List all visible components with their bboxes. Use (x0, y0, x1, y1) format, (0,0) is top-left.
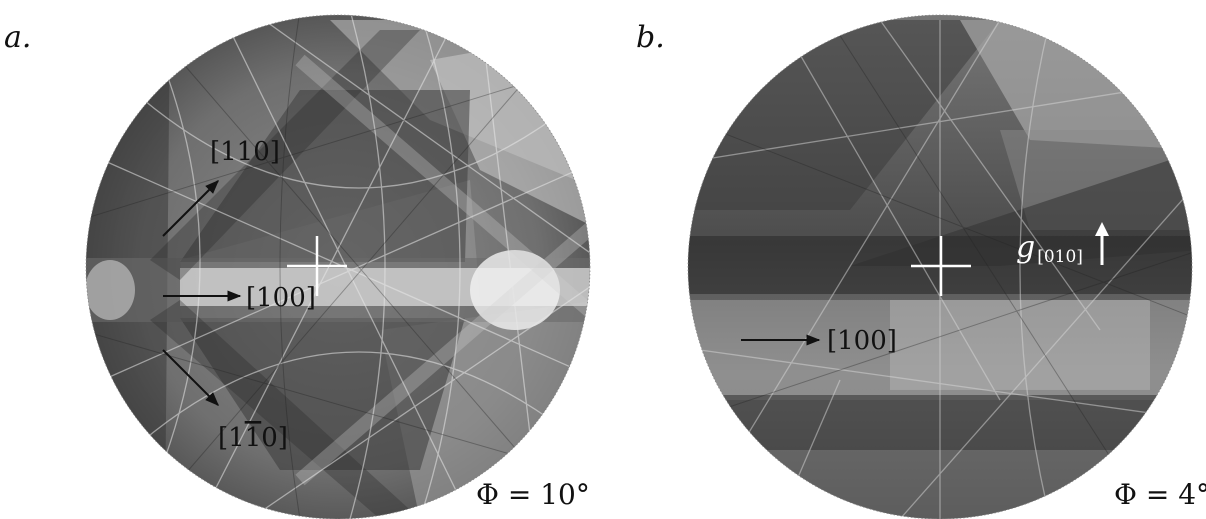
arrow-1-10 (162, 349, 219, 406)
label-direction-100-a: [100] (246, 283, 316, 313)
pattern-center-cross-a (287, 236, 347, 296)
g-vector-subscript: [010] (1037, 247, 1083, 267)
panel-b-label: b. (636, 20, 665, 55)
arrow-110 (162, 180, 219, 237)
label-direction-110: [110] (210, 137, 280, 167)
g-vector-label: g [010] (1016, 230, 1083, 267)
label-direction-1-bar1-0: [110] (218, 423, 288, 453)
panel-a-label: a. (4, 20, 32, 55)
label-direction-1-bar1-0-suffix: 0] (261, 423, 288, 453)
phi-angle-b: Φ = 4° (1114, 478, 1206, 511)
label-direction-100-b: [100] (827, 326, 897, 356)
g-vector-arrow-icon (1095, 222, 1109, 265)
label-direction-1-bar1-0-prefix: [1 (218, 423, 245, 453)
pattern-center-cross-b (911, 236, 971, 296)
label-direction-1-bar1-0-bar: 1 (245, 423, 262, 453)
g-vector-symbol: g (1016, 230, 1035, 265)
kikuchi-pattern-a (85, 14, 591, 519)
phi-angle-a: Φ = 10° (476, 478, 590, 511)
